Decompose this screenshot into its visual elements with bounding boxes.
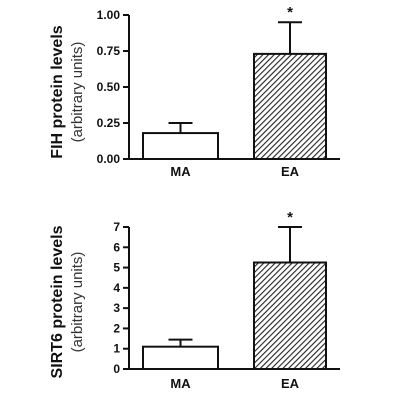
fih-y-axis: 0.00 0.25 0.50 0.75 1.00 <box>97 8 130 166</box>
sirt6-category-label: MA <box>170 376 191 391</box>
sirt6-tick-label: 0 <box>113 362 120 376</box>
fih-tick-label: 0.00 <box>97 152 121 166</box>
sirt6-tick-label: 7 <box>113 220 120 234</box>
sirt6-bar-ea <box>253 261 327 370</box>
sirt6-tick-label: 4 <box>113 281 120 295</box>
fih-ylabel-sub: (arbitrary units) <box>69 42 86 143</box>
fih-x-axis: MA EA <box>128 158 340 179</box>
sirt6-category-label: EA <box>281 376 300 391</box>
sirt6-y-axis: 0 1 2 3 4 5 6 7 <box>113 220 130 376</box>
fih-ylabel: FIH protein levels <box>49 25 66 158</box>
sirt6-tick-label: 6 <box>113 240 120 254</box>
fih-bar-ea <box>253 52 327 161</box>
fih-tick-label: 1.00 <box>97 8 121 22</box>
sirt6-tick-label: 1 <box>113 342 120 356</box>
fih-tick-label: 0.25 <box>97 116 121 130</box>
sirt6-bar-ma <box>142 345 219 370</box>
sirt6-ylabel: SIRT6 protein levels <box>49 225 66 378</box>
sirt6-tick-label: 3 <box>113 301 120 315</box>
fih-tick-label: 0.75 <box>97 44 121 58</box>
sirt6-tick-label: 2 <box>113 321 120 335</box>
fih-category-label: MA <box>170 164 191 179</box>
sirt6-significance-marker: * <box>287 209 293 226</box>
fih-chart: FIH protein levels (arbitrary units) 0.0… <box>49 4 340 179</box>
fih-significance-marker: * <box>287 4 293 21</box>
sirt6-ylabel-sub: (arbitrary units) <box>69 252 86 353</box>
sirt6-chart: SIRT6 protein levels (arbitrary units) 0… <box>49 209 340 391</box>
sirt6-tick-label: 5 <box>113 261 120 275</box>
fih-bars: * <box>142 4 327 161</box>
sirt6-bars: * <box>142 209 327 370</box>
fih-tick-label: 0.50 <box>97 80 121 94</box>
fih-category-label: EA <box>281 164 300 179</box>
fih-bar-ma <box>142 132 219 161</box>
sirt6-x-axis: MA EA <box>128 368 340 391</box>
